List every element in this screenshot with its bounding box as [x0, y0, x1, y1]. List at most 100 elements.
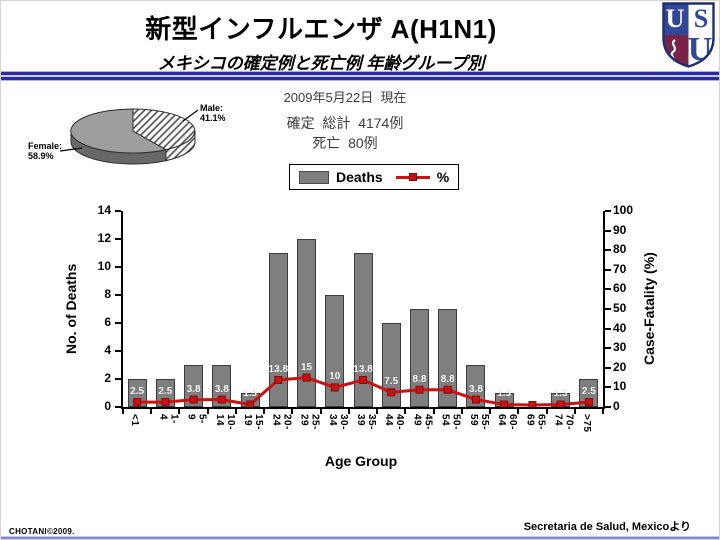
percent-data-label: 2.5 [581, 386, 596, 398]
x-axis-category-label: 5-9 [185, 414, 208, 424]
percent-data-label: 3.8 [186, 383, 201, 395]
percent-data-label: 1.3 [553, 388, 568, 400]
deaths-bar [381, 323, 401, 407]
percent-data-label: 8.8 [440, 373, 455, 385]
header-divider-line [1, 71, 719, 81]
percent-data-label: 15 [300, 361, 313, 373]
x-axis-tick [573, 409, 576, 414]
pie-label-female: Female: 58.9% [28, 141, 62, 161]
chart-legend: Deaths % [289, 164, 460, 190]
deaths-bar [438, 309, 458, 407]
x-axis-category-label: 15-19 [242, 414, 265, 430]
line-marker [161, 398, 170, 407]
y-axis-right-tick-label: 40 [613, 320, 627, 335]
x-axis-category-label: 25-29 [298, 414, 321, 430]
y-axis-left-tick-label: 12 [97, 231, 111, 245]
line-marker [528, 401, 537, 407]
y-axis-left-tick [115, 210, 121, 212]
legend-line-marker [408, 172, 417, 181]
x-axis-tick [545, 409, 548, 414]
y-axis-right-tick-label: 100 [613, 203, 634, 217]
y-axis-right-tick-label: 80 [613, 242, 627, 257]
y-axis-right-tick-label: 10 [613, 379, 627, 394]
x-axis-tick [376, 409, 379, 414]
line-marker [330, 383, 339, 392]
line-marker [359, 376, 367, 384]
usu-shield-logo: U S U [662, 2, 715, 68]
line-marker [443, 385, 452, 394]
y-axis-right-tick [605, 347, 611, 350]
x-axis-category-label: >75 [580, 414, 592, 433]
x-axis-category-label: 30-34 [326, 414, 349, 430]
x-axis-tick [489, 409, 492, 414]
x-axis-category-label: <1 [129, 414, 141, 427]
percent-data-label: 3.8 [214, 383, 229, 395]
deaths-bar [409, 309, 429, 407]
line-marker [415, 385, 424, 394]
x-axis-tick [404, 409, 407, 414]
pie-label-male-title: Male: [200, 103, 224, 113]
x-axis-tick [263, 409, 266, 414]
y-axis-left-tick-label: 14 [97, 203, 111, 217]
percent-data-label: 8.8 [412, 373, 427, 385]
case-fatality-line [133, 373, 593, 407]
x-axis-category-label: 50-54 [439, 414, 462, 430]
y-axis-right-tick [605, 406, 611, 408]
y-axis-right-tick [605, 210, 611, 212]
deaths-bar [212, 365, 232, 407]
page-subtitle: メキシコの確定例と死亡例 年齢グループ別 [157, 54, 485, 73]
y-axis-left-tick-label: 0 [104, 399, 111, 413]
x-axis-tick [122, 409, 124, 414]
legend-deaths-label: Deaths [336, 169, 383, 185]
y-axis-right-tick-label: 20 [613, 359, 627, 374]
deaths-bar [127, 379, 147, 407]
y-axis-right-tick-label: 50 [613, 301, 627, 315]
x-axis-title: Age Group [324, 453, 398, 469]
y-axis-left-tick-label: 4 [104, 343, 111, 357]
line-marker [500, 400, 509, 407]
deaths-bar [579, 379, 599, 407]
x-axis-category-label: 35-39 [355, 414, 377, 430]
x-axis-tick [460, 409, 463, 414]
deaths-total: 死亡 80例 [312, 135, 378, 151]
x-axis-category-label: 1-4 [157, 414, 180, 424]
line-marker [189, 395, 198, 404]
percent-data-label: 1.3 [497, 388, 512, 400]
y-axis-left-tick [115, 322, 121, 324]
y-axis-right-tick [605, 308, 611, 310]
x-axis-tick [319, 409, 322, 414]
percent-data-label: 10 [329, 371, 341, 383]
pie-slice-female [70, 108, 168, 154]
x-axis-tick [178, 409, 181, 414]
x-axis-category-label: 60-64 [496, 414, 519, 430]
deaths-bar [268, 253, 288, 407]
line-marker [274, 376, 283, 384]
deaths-bar [353, 253, 373, 407]
as-of-date: 2009年5月22日 現在 [283, 90, 407, 105]
bottom-divider-line [1, 536, 719, 539]
svg-text:U: U [666, 4, 685, 33]
percent-data-label: 13.8 [353, 363, 373, 375]
x-axis-tick [291, 409, 294, 414]
y-axis-left-tick [115, 294, 121, 296]
age-group-combo-chart: 0 2 4 6 8 10 12 14 0 10 20 30 40 50 60 70 80 90 100 <1 1-4 5-… [98, 203, 633, 432]
pie-callout-male [182, 109, 199, 122]
x-axis-tick [206, 409, 209, 414]
y-axis-right-tick-label: 0 [613, 399, 620, 413]
header: 新型インフルエンザ A(H1N1) メキシコの確定例と死亡例 年齢グループ別 [1, 9, 641, 74]
y-axis-right-tick-label: 60 [613, 281, 627, 296]
x-axis-tick [234, 409, 237, 414]
confirmed-total: 確定 総計 4174例 [286, 115, 404, 131]
deaths-bar [297, 239, 317, 407]
x-axis-tick [517, 409, 520, 414]
y-axis-right-tick [605, 327, 611, 330]
x-axis-category-label: 65-69 [524, 414, 547, 430]
x-axis-category-label: 10-14 [213, 414, 236, 430]
legend-deaths-swatch [299, 170, 329, 184]
line-marker [584, 398, 593, 407]
line-marker [471, 395, 480, 404]
line-marker [387, 388, 396, 397]
svg-text:S: S [694, 4, 708, 33]
page-title: 新型インフルエンザ A(H1N1) [145, 14, 497, 44]
